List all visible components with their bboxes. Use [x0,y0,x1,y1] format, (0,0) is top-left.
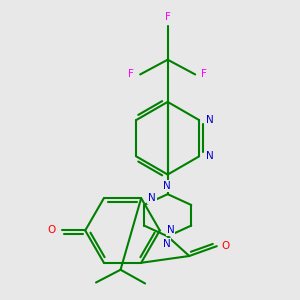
Text: F: F [201,69,207,80]
Text: F: F [165,13,171,22]
Text: N: N [163,181,171,191]
Text: N: N [206,115,214,125]
Text: O: O [221,241,230,251]
Text: F: F [128,69,134,80]
Text: N: N [167,226,175,236]
Text: N: N [206,152,214,161]
Text: N: N [148,193,156,203]
Text: N: N [163,239,171,249]
Text: O: O [48,226,56,236]
